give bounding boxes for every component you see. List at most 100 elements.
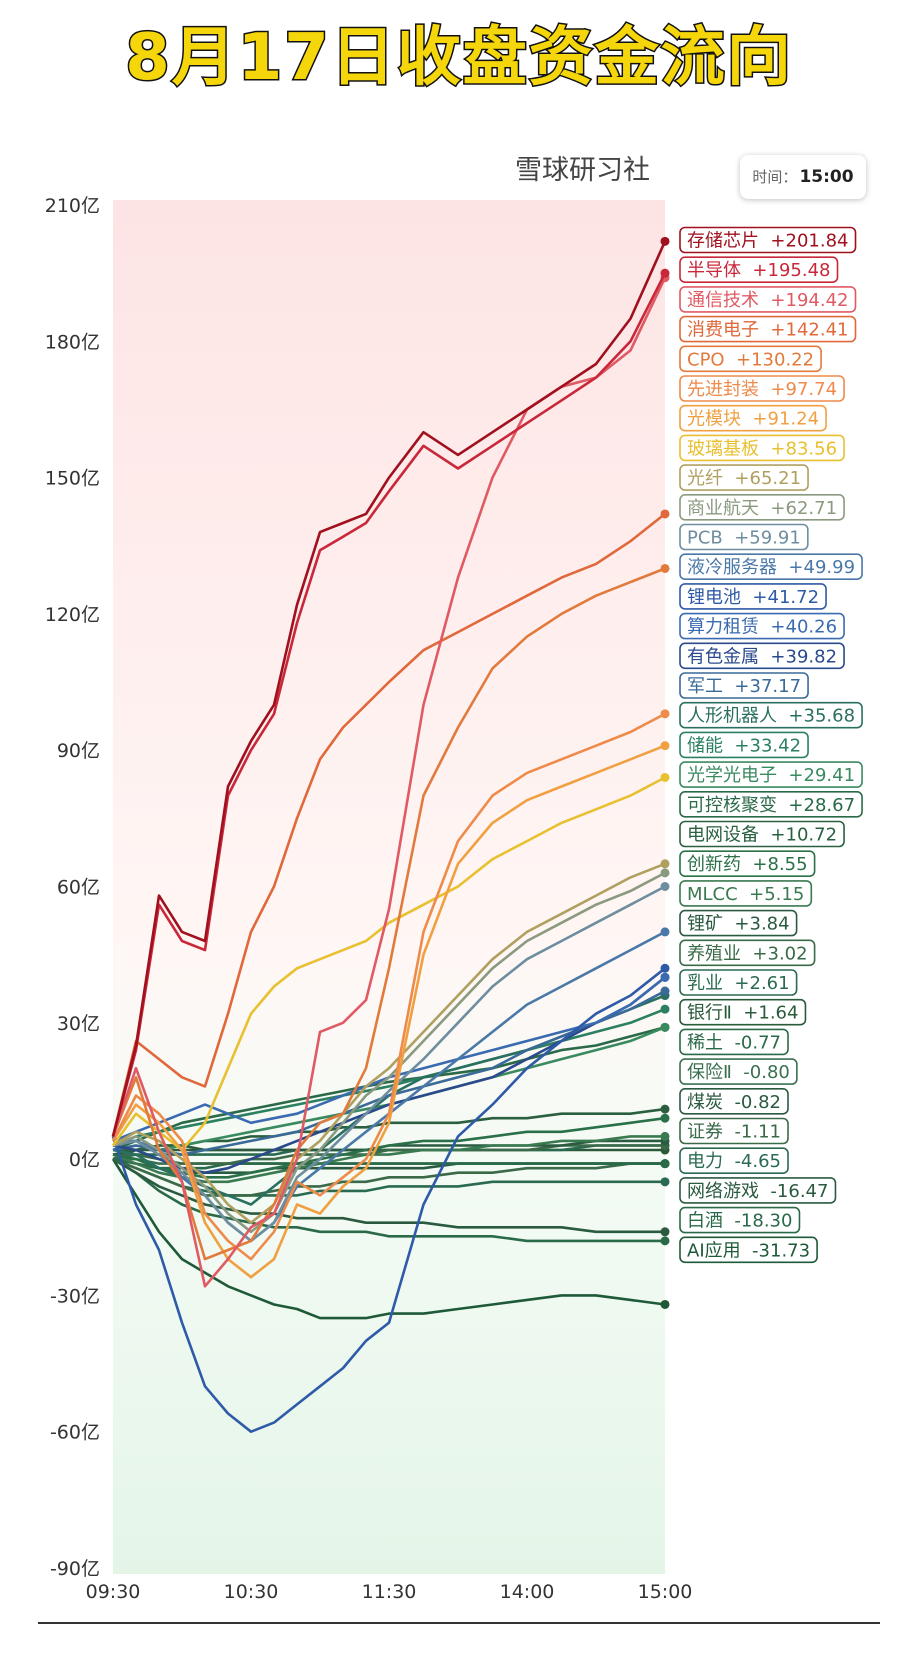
series-line bbox=[112, 1157, 665, 1234]
series-line bbox=[112, 976, 666, 1143]
series-name-label: 银行Ⅱ bbox=[687, 1003, 732, 1024]
series-label-box bbox=[679, 909, 798, 937]
series-label-box bbox=[679, 1058, 798, 1085]
series-label-box bbox=[679, 880, 813, 907]
series-label-box bbox=[679, 1117, 789, 1145]
series-value-label: +29.41 bbox=[788, 765, 855, 786]
series-value-label: -0.77 bbox=[734, 1032, 781, 1053]
series-label-box bbox=[679, 523, 809, 551]
x-tick-label: 10:30 bbox=[224, 1581, 279, 1603]
series-name-label: 光学光电子 bbox=[687, 765, 777, 786]
series-label-box bbox=[679, 256, 839, 284]
x-axis: 09:30 10:30 11:30 14:00 15:00 bbox=[86, 1581, 693, 1603]
series-end-point bbox=[660, 1022, 670, 1032]
series-name-label: 军工 bbox=[687, 676, 723, 697]
y-tick-label: 150亿 bbox=[45, 468, 100, 490]
series-label-box bbox=[679, 1088, 789, 1115]
y-tick-label: -30亿 bbox=[50, 1285, 100, 1307]
series-label-box bbox=[679, 850, 816, 878]
series-line bbox=[111, 776, 666, 1152]
series-end-point bbox=[660, 563, 670, 573]
series-name-label: 先进封装 bbox=[687, 379, 759, 400]
series-value-label: +37.17 bbox=[734, 676, 801, 697]
time-value: 15:00 bbox=[799, 167, 854, 187]
series-name-label: 保险Ⅱ bbox=[687, 1062, 732, 1083]
series-value-label: +28.67 bbox=[788, 795, 855, 816]
series-line bbox=[111, 967, 666, 1433]
series-end-point bbox=[660, 509, 670, 519]
series-line bbox=[111, 567, 666, 1261]
series-name-label: 光模块 bbox=[687, 409, 741, 430]
series-value-label: -0.82 bbox=[734, 1092, 781, 1113]
series-line bbox=[112, 1157, 665, 1197]
series-end-point bbox=[660, 709, 670, 719]
series-lines bbox=[111, 236, 670, 1433]
series-end-point bbox=[660, 1104, 670, 1114]
series-value-label: +35.68 bbox=[788, 706, 855, 727]
series-end-point bbox=[660, 963, 670, 973]
series-label-box bbox=[679, 612, 845, 640]
series-label-box bbox=[679, 1147, 789, 1174]
series-label-box bbox=[679, 553, 863, 581]
y-tick-label: 30亿 bbox=[57, 1013, 100, 1035]
series-label-box bbox=[679, 226, 857, 254]
series-label-box bbox=[679, 672, 809, 699]
series-name-label: 商业航天 bbox=[687, 498, 759, 519]
y-tick-label: -60亿 bbox=[50, 1422, 100, 1444]
y-tick-label: -90亿 bbox=[50, 1558, 100, 1580]
series-name-label: 玻璃基板 bbox=[687, 438, 759, 459]
x-tick-label: 11:30 bbox=[362, 1581, 417, 1603]
series-end-point bbox=[660, 1227, 670, 1237]
series-name-label: 储能 bbox=[687, 735, 723, 756]
series-label-box bbox=[679, 404, 827, 432]
series-line bbox=[111, 512, 666, 1137]
series-name-label: 存储芯片 bbox=[687, 231, 759, 252]
series-label-box bbox=[679, 434, 845, 462]
series-line bbox=[113, 930, 666, 1243]
y-tick-label: 60亿 bbox=[57, 877, 100, 899]
series-label-box bbox=[679, 1206, 801, 1234]
series-value-label: -16.47 bbox=[770, 1181, 828, 1202]
series-label-box bbox=[679, 1177, 837, 1204]
series-label-box bbox=[679, 345, 822, 373]
y-tick-label: 210亿 bbox=[45, 195, 100, 217]
series-value-label: +40.26 bbox=[770, 617, 837, 638]
series-end-point bbox=[660, 868, 670, 878]
series-value-label: +62.71 bbox=[770, 498, 837, 519]
series-line bbox=[111, 272, 667, 1137]
series-value-label: +39.82 bbox=[770, 646, 837, 667]
series-value-label: +5.15 bbox=[749, 884, 804, 905]
series-label-box bbox=[679, 701, 863, 729]
series-name-label: 算力租赁 bbox=[687, 617, 759, 638]
series-name-label: 养殖业 bbox=[687, 942, 741, 964]
series-label-box bbox=[679, 761, 863, 788]
series-end-point bbox=[660, 927, 670, 937]
series-value-label: +130.22 bbox=[736, 349, 814, 370]
series-end-point bbox=[660, 268, 670, 278]
y-tick-label: 90亿 bbox=[57, 740, 100, 762]
series-end-point bbox=[660, 1131, 670, 1141]
series-name-label: 稀土 bbox=[687, 1032, 723, 1053]
plot-background bbox=[113, 200, 665, 1574]
series-name-label: 人形机器人 bbox=[687, 706, 777, 727]
series-value-label: +33.42 bbox=[734, 735, 801, 756]
series-end-point bbox=[660, 236, 670, 246]
series-name-label: 证券 bbox=[687, 1122, 723, 1143]
series-end-point bbox=[660, 1299, 670, 1309]
series-line bbox=[111, 1158, 666, 1320]
x-tick-label: 09:30 bbox=[86, 1581, 141, 1603]
series-value-label: +10.72 bbox=[770, 825, 837, 846]
time-label: 时间： bbox=[752, 168, 798, 186]
page-title: 8月17日收盘资金流向 bbox=[124, 20, 793, 97]
series-end-point bbox=[660, 1113, 670, 1123]
y-tick-label: 180亿 bbox=[45, 331, 100, 353]
series-name-label: 煤炭 bbox=[687, 1092, 723, 1113]
series-label-box bbox=[679, 1028, 789, 1056]
series-end-point bbox=[660, 1159, 670, 1169]
series-label-box bbox=[679, 969, 798, 996]
series-label-box bbox=[679, 1236, 818, 1264]
series-label-box bbox=[679, 820, 845, 848]
series-end-point bbox=[660, 741, 670, 751]
series-line bbox=[111, 712, 666, 1261]
